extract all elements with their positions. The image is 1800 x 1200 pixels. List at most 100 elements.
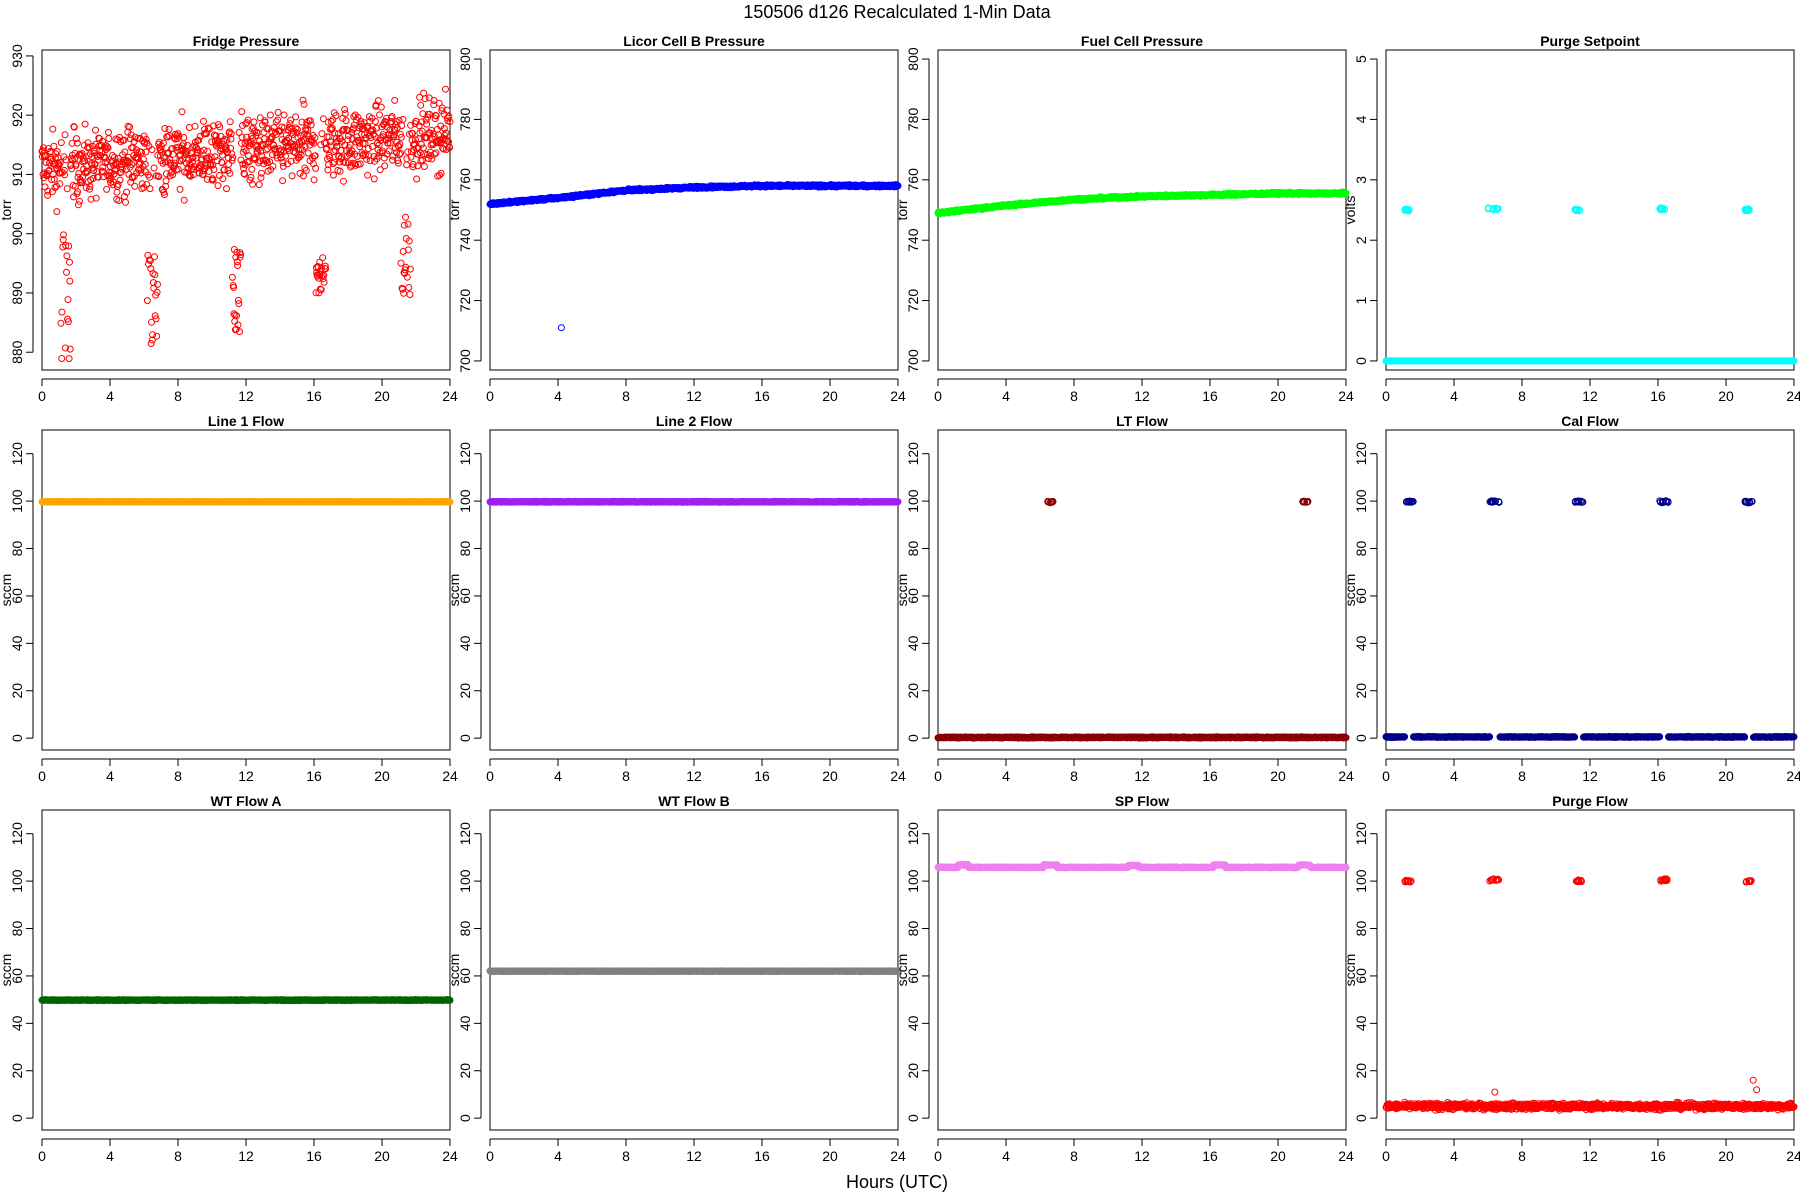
data-point [70,123,78,131]
x-tick-label: 16 [1650,388,1666,404]
data-point [322,265,330,273]
y-tick-label: 5 [1353,55,1369,63]
data-point [200,117,207,125]
data-point [432,149,440,157]
data-point [235,300,243,308]
data-point [120,136,128,144]
data-point [148,146,156,154]
data-point [126,123,134,131]
data-point [168,168,176,176]
data-point [133,149,141,157]
data-point [394,159,402,167]
data-point [226,169,234,177]
data-point [110,170,118,178]
data-point [117,168,125,176]
data-point [255,181,263,189]
data-point [399,285,406,293]
data-point [236,253,244,261]
data-point [254,145,262,153]
data-point [288,172,296,180]
data-point [212,132,220,140]
x-axis: 0 4 8 12 16 20 24 [934,378,1354,404]
data-point [75,170,83,177]
data-point [396,150,403,158]
data-point [278,146,285,154]
data-point [303,121,311,129]
data-point [279,159,287,166]
data-point [92,194,100,202]
y-tick-label: 4 [1353,115,1369,123]
data-point [199,171,207,179]
data-point [325,133,333,141]
data-point [299,96,307,104]
data-point [442,85,449,93]
data-point [103,158,111,166]
data-point [396,130,404,138]
data-point [50,142,58,150]
data-point [250,118,258,126]
data-point [375,141,383,149]
data-point [190,165,198,173]
data-point [319,275,327,283]
data-point [370,130,377,138]
data-point [162,177,170,185]
data-point [49,170,57,178]
x-tick-label: 8 [174,388,182,404]
data-point [122,198,129,206]
data-point [371,118,379,125]
series-points [486,180,902,332]
x-tick-label: 16 [1202,388,1218,404]
y-tick-label: 800 [457,47,473,71]
data-point [102,154,109,162]
data-point [365,152,373,160]
x-tick-label: 24 [1786,388,1800,404]
data-point [169,171,177,179]
x-tick-label: 24 [890,388,906,404]
data-point [147,340,155,347]
data-point [356,160,364,168]
data-point [277,154,285,162]
data-point [336,167,344,175]
data-point [423,120,431,128]
data-point [165,125,173,133]
data-point [67,155,75,163]
data-point [155,173,163,181]
data-point [366,157,374,165]
data-point [316,285,324,293]
plot-frame [41,49,451,371]
data-point [271,145,279,153]
data-point [262,146,270,154]
data-point [103,185,111,193]
y-tick-label: 0 [9,734,25,742]
data-point [223,185,230,193]
data-point [61,131,69,139]
data-point [68,139,76,147]
data-point [368,143,376,150]
x-axis: 0 4 8 12 16 20 24 [38,758,458,784]
data-point [439,144,447,152]
y-axis-label: torr [894,199,910,220]
data-point [193,148,201,156]
data-point [197,147,204,155]
data-point [443,106,451,114]
data-point [233,248,241,256]
data-point [99,163,107,171]
data-point [53,208,61,216]
x-tick-label: 4 [554,388,562,404]
data-point [404,246,412,254]
data-point [123,188,131,196]
data-point [225,160,233,168]
x-tick-label: 0 [1382,388,1390,404]
data-point [376,111,383,119]
data-point [66,277,74,285]
data-point [102,142,110,150]
data-point [405,237,413,245]
data-point [103,143,111,151]
data-point [442,129,450,137]
data-point [82,184,90,192]
data-point [319,115,327,123]
x-tick-label: 16 [306,768,322,784]
data-point [413,175,421,183]
data-point [116,176,124,184]
